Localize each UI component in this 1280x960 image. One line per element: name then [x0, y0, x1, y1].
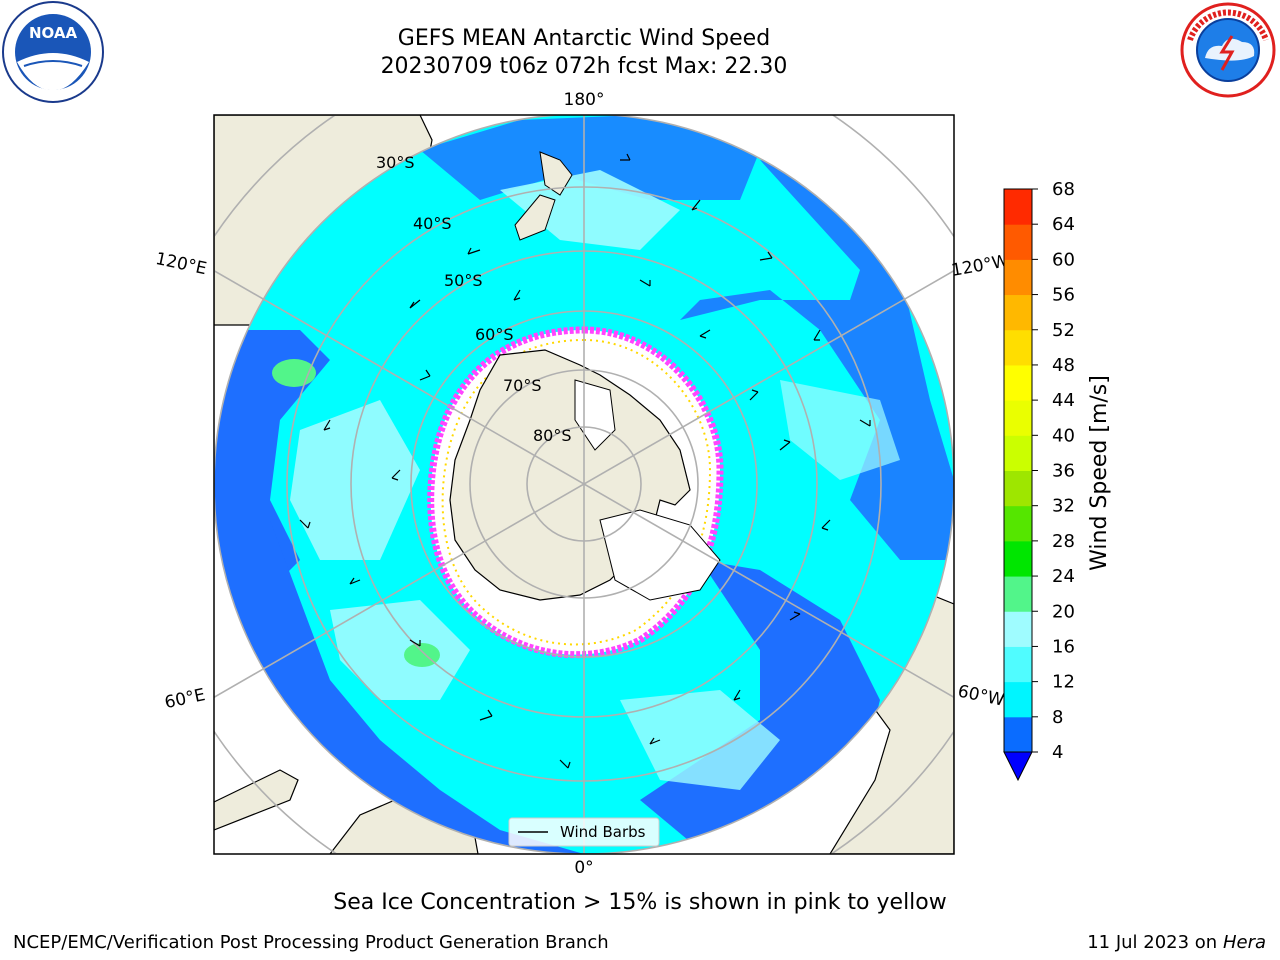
- noaa-logo: NOAA: [2, 1, 104, 103]
- colorbar-segment: [1004, 329, 1032, 366]
- wind-barbs: [299, 153, 871, 769]
- colorbar-tick-label: 16: [1052, 636, 1075, 657]
- colorbar-segment: [1004, 681, 1032, 718]
- lat-label-80s: 80°S: [533, 426, 572, 445]
- date-stamp: 11 Jul 2023 on Hera: [1087, 932, 1266, 953]
- ross-sea-shelf: [574, 379, 616, 451]
- colorbar-tick-label: 24: [1052, 566, 1075, 587]
- colorbar-label: Wind Speed [m/s]: [1087, 375, 1112, 571]
- colorbar-segment: [1004, 400, 1032, 436]
- colorbar-segment: [1004, 189, 1032, 225]
- graticule: [214, 115, 954, 854]
- lat-label-40s: 40°S: [413, 214, 452, 233]
- lat-label-50s: 50°S: [444, 271, 483, 290]
- colorbar-segment: [1004, 259, 1032, 296]
- colorbar-extend-arrow: [1003, 751, 1033, 782]
- chart-title: GEFS MEAN Antarctic Wind Speed: [397, 26, 771, 51]
- colorbar-segment: [1004, 646, 1032, 683]
- colorbar-tick-label: 68: [1052, 179, 1075, 200]
- colorbar-segment: [1004, 364, 1032, 401]
- colorbar-segment: [1004, 435, 1032, 471]
- colorbar-segment: [1004, 576, 1032, 612]
- lat-label-30s: 30°S: [376, 153, 415, 172]
- colorbar-tick-label: 12: [1052, 672, 1075, 693]
- colorbar-segment: [1004, 540, 1032, 577]
- lat-label-60s: 60°S: [475, 325, 514, 344]
- colorbar-segment: [1004, 224, 1032, 260]
- lon-label-60e: 60°E: [163, 685, 207, 713]
- colorbar-tick-label: 64: [1052, 214, 1075, 235]
- nws-logo: [1180, 2, 1276, 98]
- colorbar-tick-label: 36: [1052, 461, 1075, 482]
- svg-text:NOAA: NOAA: [29, 24, 78, 42]
- colorbar-tick-label: 4: [1052, 742, 1063, 763]
- colorbar-segment: [1004, 716, 1032, 753]
- colorbar-segment: [1004, 505, 1032, 542]
- colorbar-segment: [1004, 611, 1032, 647]
- lon-label-180: 180°: [564, 90, 605, 110]
- lon-label-0: 0°: [574, 858, 593, 878]
- lon-label-120w: 120°W: [950, 251, 1011, 281]
- legend: Wind Barbs: [508, 817, 660, 847]
- colorbar-tick-label: 40: [1052, 425, 1075, 446]
- colorbar-tick-label: 60: [1052, 249, 1075, 270]
- sea-ice-note: Sea Ice Concentration > 15% is shown in …: [333, 890, 947, 915]
- colorbar-tick-label: 52: [1052, 320, 1075, 341]
- legend-label: Wind Barbs: [560, 823, 646, 841]
- polar-map: Wind Barbs 30°S 40°S 50°S 60°S 70°S 80°S: [213, 114, 955, 855]
- colorbar-segment: [1004, 294, 1032, 331]
- lon-label-60w: 60°W: [956, 681, 1006, 710]
- colorbar-tick-label: 48: [1052, 355, 1075, 376]
- colorbar-segment: [1004, 470, 1032, 507]
- colorbar-tick-label: 56: [1052, 285, 1075, 306]
- credit-text: NCEP/EMC/Verification Post Processing Pr…: [13, 932, 609, 953]
- colorbar-tick-label: 8: [1052, 707, 1063, 728]
- chart-subtitle: 20230709 t06z 072h fcst Max: 22.30: [380, 54, 788, 79]
- colorbar-tick-label: 20: [1052, 601, 1075, 622]
- lon-label-120e: 120°E: [154, 249, 209, 279]
- lat-label-70s: 70°S: [503, 376, 542, 395]
- colorbar-tick-label: 44: [1052, 390, 1075, 411]
- weddell-shelf: [599, 509, 721, 601]
- colorbar-tick-label: 28: [1052, 531, 1075, 552]
- colorbar-tick-label: 32: [1052, 496, 1075, 517]
